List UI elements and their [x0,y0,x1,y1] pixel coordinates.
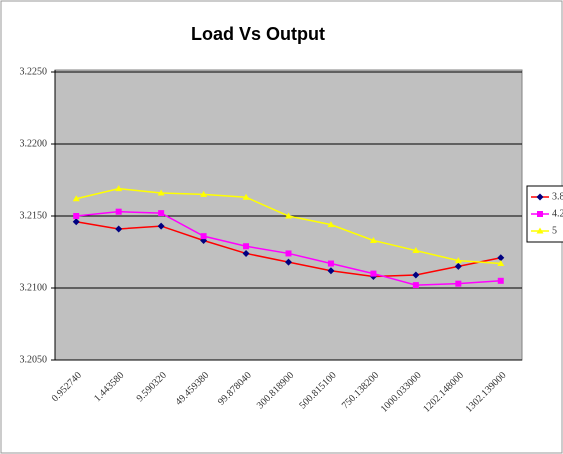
marker [497,260,505,267]
legend-label: 3.8 [552,191,563,202]
marker [327,260,334,267]
y-tick-label: 3.2100 [20,282,48,293]
marker [369,236,377,243]
legend-marker [537,211,543,217]
marker [455,280,462,287]
y-tick-label: 3.2150 [20,210,48,221]
marker [327,267,335,275]
marker [243,243,250,250]
marker [497,277,504,284]
marker [115,225,123,233]
legend-label: 5 [552,225,557,236]
marker [72,195,80,202]
marker [285,258,292,266]
marker [285,212,292,219]
marker [115,208,122,215]
marker [242,193,250,200]
y-tick-label: 3.2200 [20,138,48,149]
marker [157,222,165,230]
y-tick-label: 3.2250 [20,66,48,77]
marker [454,262,462,270]
marker [200,190,208,197]
legend-marker [536,193,544,201]
marker [412,247,420,254]
marker [327,221,335,228]
marker [157,189,165,196]
chart-title: Load Vs Output [191,24,325,44]
marker [454,257,462,264]
marker [72,218,80,226]
marker [412,282,419,289]
marker [115,185,123,192]
marker [497,254,505,262]
y-tick-label: 3.2050 [20,354,48,365]
marker [370,270,377,277]
legend-marker [536,227,544,234]
marker [412,271,420,279]
marker [73,213,80,219]
marker [242,249,250,257]
marker [200,233,207,240]
marker [285,250,292,257]
marker [158,210,165,217]
legend-label: 4.2 [552,208,563,219]
